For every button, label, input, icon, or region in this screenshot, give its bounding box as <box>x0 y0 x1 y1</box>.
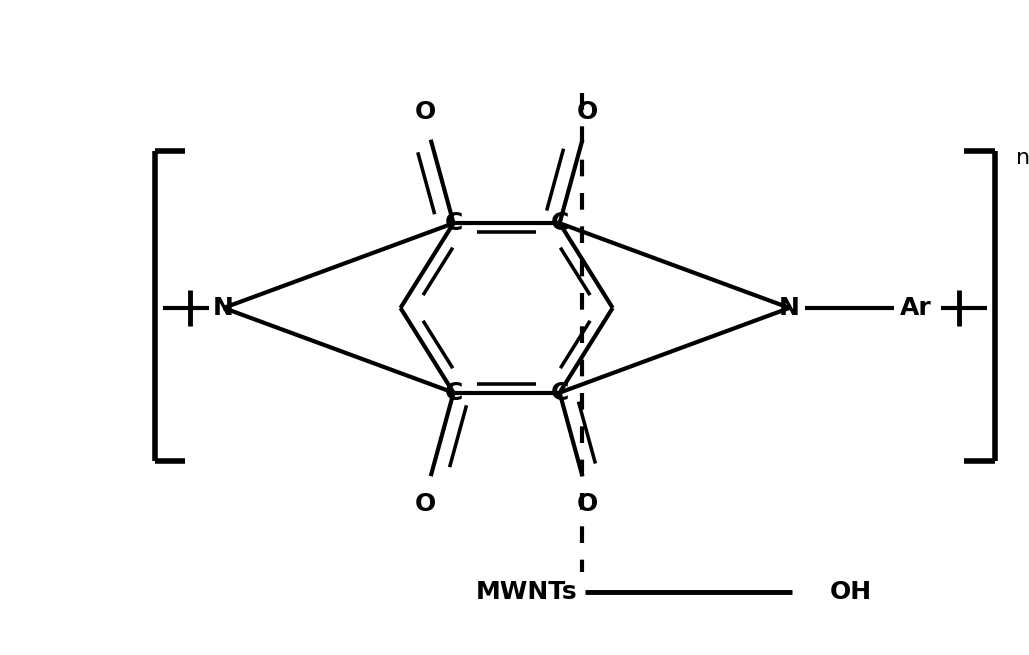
Text: MWNTs: MWNTs <box>475 580 577 604</box>
Text: C: C <box>551 381 569 405</box>
Text: OH: OH <box>830 580 873 604</box>
Text: O: O <box>577 100 598 124</box>
Text: O: O <box>415 100 436 124</box>
Text: n: n <box>1016 148 1029 168</box>
Text: C: C <box>551 211 569 235</box>
Text: N: N <box>213 296 235 320</box>
Text: Ar: Ar <box>900 296 931 320</box>
Text: C: C <box>445 381 463 405</box>
Text: O: O <box>577 491 598 515</box>
Text: C: C <box>445 211 463 235</box>
Text: N: N <box>779 296 800 320</box>
Text: O: O <box>415 491 436 515</box>
